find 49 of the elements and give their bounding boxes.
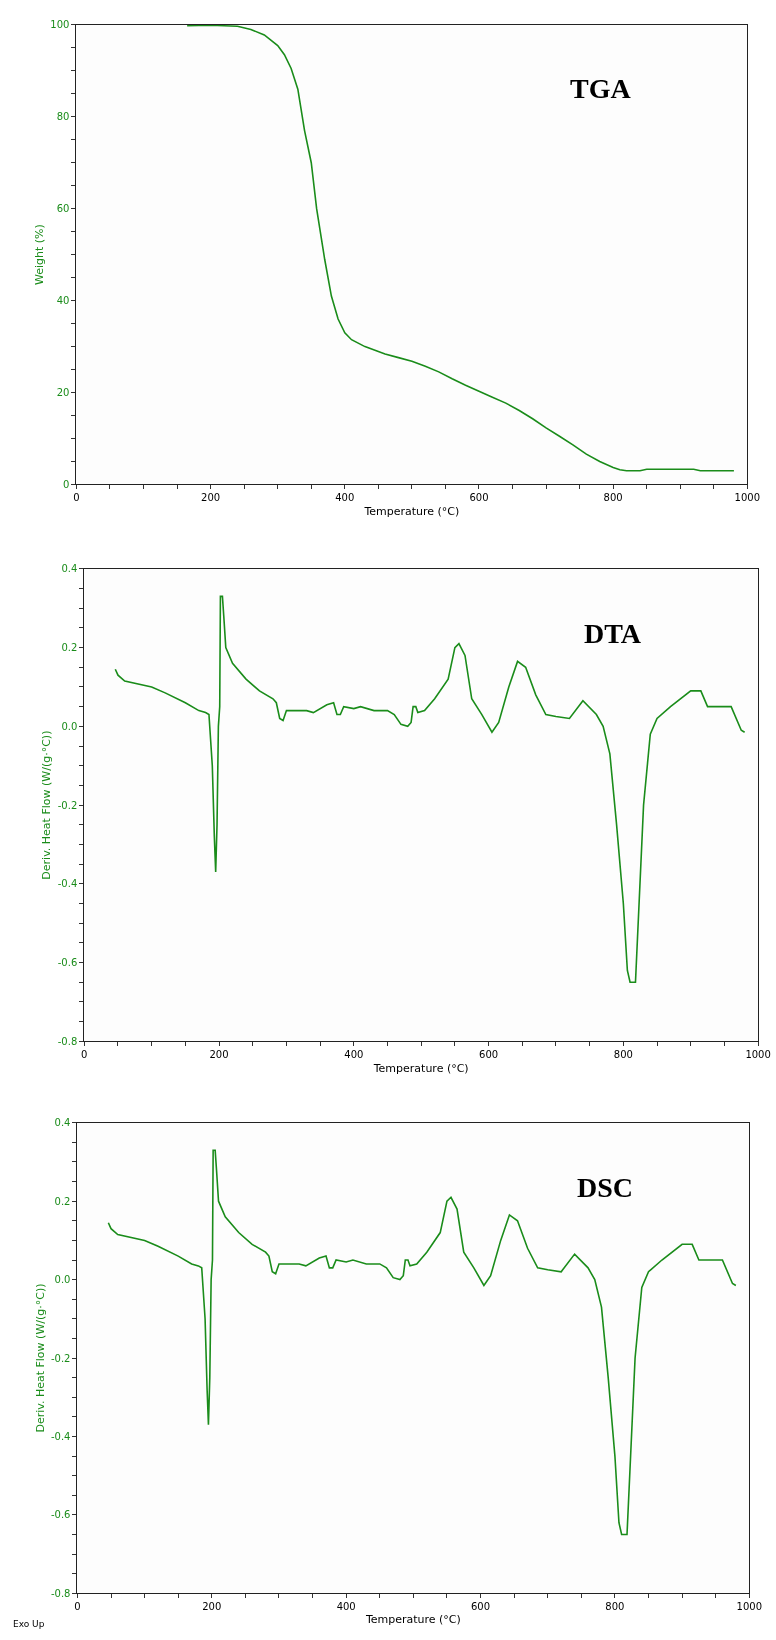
x-tick-label: 1000 — [734, 492, 761, 504]
text: DSC — [577, 1172, 634, 1203]
y-tick-label: 0.2 — [61, 642, 78, 654]
line-series — [186, 24, 735, 472]
y-axis-title: Weight (%) — [33, 224, 47, 286]
line-series — [107, 1149, 737, 1536]
y-tick-label: 0.2 — [54, 1195, 71, 1207]
x-tick-label: 0 — [81, 1049, 88, 1061]
line-series — [114, 595, 746, 984]
x-tick-label: 200 — [202, 1601, 222, 1613]
x-tick-label: 400 — [336, 1601, 356, 1613]
y-tick-label: -0.4 — [50, 1430, 71, 1442]
y-tick-label: -0.2 — [50, 1352, 71, 1364]
y-axis-title: Deriv. Heat Flow (W/(g·°C)) — [33, 1283, 47, 1433]
y-tick-label: 0.0 — [54, 1274, 71, 1286]
y-tick-label: 0.4 — [61, 563, 78, 575]
y-tick-label: 0 — [63, 478, 70, 490]
y-tick-label: 0.4 — [54, 1117, 71, 1129]
x-tick-label: 600 — [479, 1049, 499, 1061]
text: Exo Up — [13, 1619, 45, 1629]
y-tick-label: 60 — [56, 203, 70, 215]
y-tick-label: -0.8 — [57, 1035, 78, 1047]
x-tick-label: 800 — [603, 492, 623, 504]
x-tick-label: 600 — [469, 492, 489, 504]
y-tick-label: -0.4 — [57, 878, 78, 890]
y-tick-label: 80 — [56, 111, 70, 123]
x-tick-label: 1000 — [736, 1601, 763, 1613]
x-tick-label: 800 — [605, 1601, 625, 1613]
y-tick-label: -0.6 — [50, 1509, 71, 1521]
x-axis-title: Temperature (°C) — [364, 1613, 461, 1627]
x-tick-label: 600 — [471, 1601, 491, 1613]
x-axis-title: Temperature (°C) — [363, 504, 460, 518]
y-tick-label: 100 — [50, 19, 70, 31]
y-axis-title: Deriv. Heat Flow (W/(g·°C)) — [40, 730, 54, 880]
x-tick-label: 1000 — [745, 1049, 771, 1061]
x-tick-label: 200 — [209, 1049, 229, 1061]
x-tick-label: 400 — [335, 492, 355, 504]
y-tick-label: 20 — [56, 387, 70, 399]
y-tick-label: -0.6 — [57, 957, 78, 969]
y-tick-label: -0.8 — [50, 1587, 71, 1599]
x-tick-label: 400 — [344, 1049, 364, 1061]
x-tick-label: 200 — [201, 492, 221, 504]
x-tick-label: 800 — [613, 1049, 633, 1061]
x-axis-title: Temperature (°C) — [372, 1061, 469, 1075]
y-tick-label: -0.2 — [57, 799, 78, 811]
y-tick-label: 0.0 — [61, 720, 78, 732]
text: TGA — [570, 73, 632, 104]
y-tick-label: 40 — [56, 295, 70, 307]
text: DTA — [584, 618, 642, 649]
